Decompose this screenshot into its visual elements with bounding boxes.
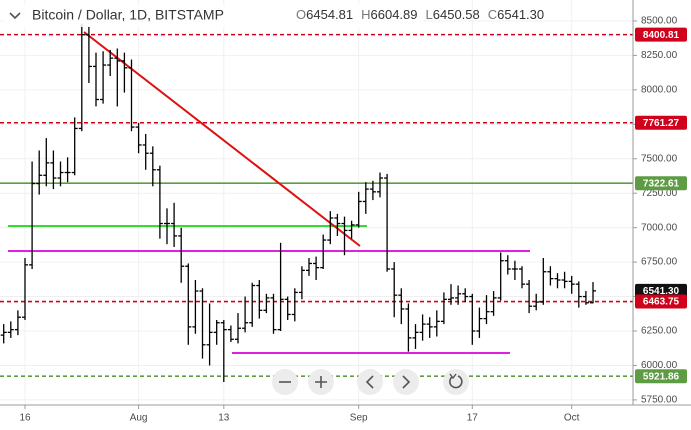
chart-title: Bitcoin / Dollar, 1D, BITSTAMP [32, 7, 224, 23]
grid [0, 0, 633, 405]
header-background [4, 5, 424, 27]
x-tick-label: Oct [564, 413, 580, 424]
level-label-background [635, 115, 687, 130]
reset-icon [449, 375, 463, 389]
x-tick-label: 13 [218, 413, 230, 424]
button-background[interactable] [393, 369, 419, 395]
y-tick-label: 7250.00 [641, 188, 678, 199]
scroll-right-button[interactable] [393, 369, 419, 395]
toolbar [272, 369, 469, 395]
y-tick-label: 6750.00 [641, 257, 678, 268]
level-label-background [635, 27, 687, 42]
right-icon [402, 375, 411, 389]
collapse-icon[interactable] [9, 12, 21, 20]
level-label: 5921.86 [643, 371, 680, 382]
button-background[interactable] [357, 369, 383, 395]
y-tick-label: 8500.00 [641, 16, 678, 27]
level-label-background [635, 294, 687, 309]
y-tick-label: 5750.00 [641, 395, 678, 406]
header: Bitcoin / Dollar, 1D, BITSTAMP O6454.81 H… [4, 5, 544, 27]
zoom-in-button[interactable] [308, 369, 334, 395]
level-label-background [635, 176, 687, 191]
reset-arrow [449, 373, 457, 380]
y-tick-label: 6250.00 [641, 326, 678, 337]
x-tick-label: 17 [467, 413, 479, 424]
ohlc-label: L [426, 7, 433, 22]
level-label: 6541.30 [643, 286, 680, 297]
ohlc-value: 6450.58 [433, 7, 480, 22]
x-tick-label: Aug [130, 413, 148, 424]
ohlc-values: O6454.81 H6604.89 L6450.58 C6541.30 [296, 7, 544, 22]
button-background[interactable] [443, 369, 469, 395]
left-icon [365, 375, 374, 389]
y-tick-label: 6000.00 [641, 360, 678, 371]
ohlc-value: 6541.30 [497, 7, 544, 22]
y-tick-label: 7000.00 [641, 222, 678, 233]
ohlc-label: H [361, 7, 370, 22]
scroll-left-button[interactable] [357, 369, 383, 395]
level-label: 8400.81 [643, 30, 680, 41]
y-tick-label: 8250.00 [641, 50, 678, 61]
level-label-background [635, 283, 687, 298]
x-tick-label: 16 [19, 413, 31, 424]
zoom-out-button[interactable] [272, 369, 298, 395]
ohlc-value: 6604.89 [371, 7, 418, 22]
ohlc-value: 6454.81 [306, 7, 353, 22]
level-label: 7322.61 [643, 178, 680, 189]
y-tick-label: 7500.00 [641, 153, 678, 164]
ohlc-label: C [488, 7, 497, 22]
y-tick-label: 8000.00 [641, 84, 678, 95]
x-tick-label: Sep [350, 413, 368, 424]
ohlc-label: O [296, 7, 306, 22]
level-label: 6463.75 [643, 297, 680, 308]
reset-button[interactable] [443, 369, 469, 395]
plus-icon [315, 376, 327, 388]
ohlc-bars [0, 23, 596, 382]
level-label-background [635, 369, 687, 384]
levels [0, 33, 633, 378]
level-label: 7761.27 [643, 118, 680, 129]
